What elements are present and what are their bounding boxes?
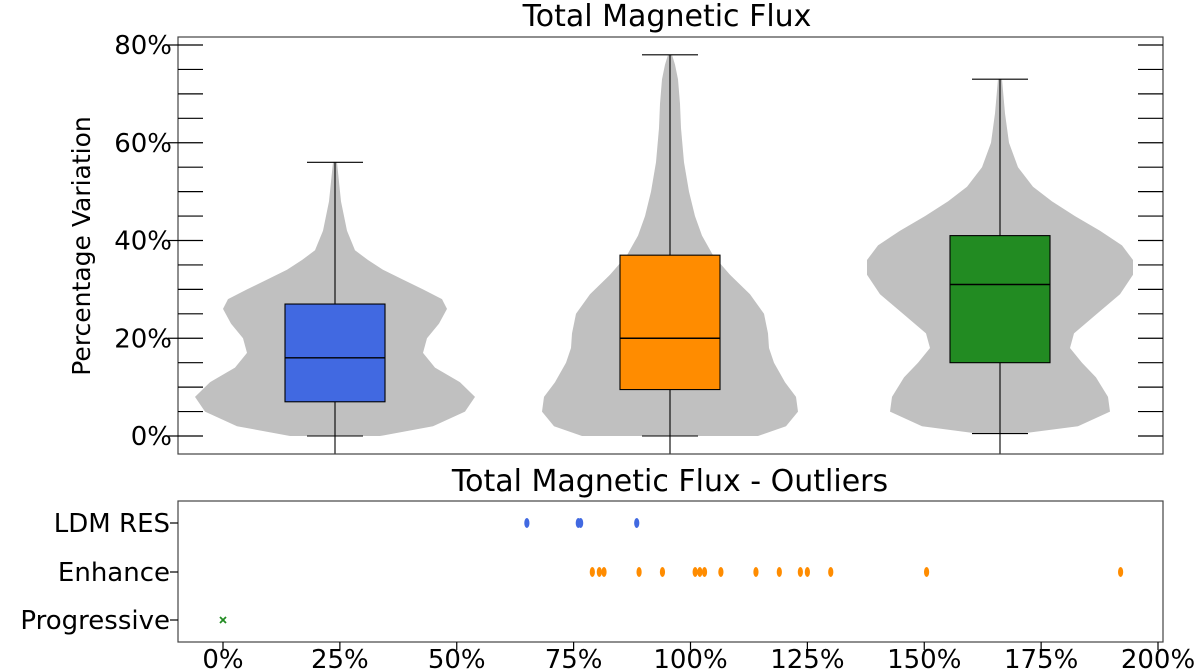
outlier-points-layer bbox=[219, 518, 1124, 624]
x-tick-label-200: 200% bbox=[1121, 645, 1195, 670]
box-group-layer bbox=[284, 54, 1051, 454]
outlier-point-progressive-0 bbox=[219, 616, 227, 624]
x-tick-label-175: 175% bbox=[1004, 645, 1078, 670]
outlier-point-enhance-2 bbox=[601, 567, 607, 577]
y-tick-label-0: 0% bbox=[131, 422, 172, 452]
violin-panel: Total Magnetic Flux Percentage Variation… bbox=[67, 0, 1164, 455]
outliers-y-ticks: LDM RES Enhance Progressive bbox=[20, 509, 178, 636]
violin-chart-title: Total Magnetic Flux bbox=[522, 0, 812, 34]
outlier-point-ldm-res-3 bbox=[634, 518, 640, 528]
outlier-point-enhance-12 bbox=[804, 567, 810, 577]
outlier-point-enhance-4 bbox=[659, 567, 666, 577]
y-tick-label-60: 60% bbox=[114, 129, 172, 159]
outliers-chart-title: Total Magnetic Flux - Outliers bbox=[451, 464, 888, 499]
outlier-point-ldm-res-2 bbox=[578, 518, 584, 528]
outliers-plot-frame bbox=[177, 500, 1164, 643]
outlier-point-enhance-1 bbox=[596, 567, 602, 577]
y-tick-label-40: 40% bbox=[114, 227, 172, 257]
x-tick-label-150: 150% bbox=[887, 645, 961, 670]
outlier-point-enhance-3 bbox=[636, 567, 642, 577]
outlier-point-enhance-9 bbox=[753, 567, 759, 577]
outlier-point-enhance-13 bbox=[828, 567, 834, 577]
x-tick-label-0: 0% bbox=[202, 645, 243, 670]
y-tick-label-20: 20% bbox=[114, 324, 172, 354]
outlier-point-enhance-5 bbox=[692, 567, 698, 577]
category-label-2: Enhance bbox=[58, 558, 170, 588]
x-tick-label-100: 100% bbox=[653, 645, 727, 670]
outlier-point-enhance-6 bbox=[697, 567, 703, 577]
outlier-point-enhance-15 bbox=[1118, 567, 1124, 577]
box-2 bbox=[619, 254, 721, 391]
outlier-point-enhance-14 bbox=[923, 567, 930, 577]
violin-y-axis-label: Percentage Variation bbox=[67, 116, 96, 376]
outliers-panel: Total Magnetic Flux - Outliers LDM RES En… bbox=[20, 464, 1195, 670]
violin-y-ticks: 0% 20% 40% 60% 80% bbox=[114, 31, 1163, 452]
violin-plot-frame bbox=[177, 36, 1164, 455]
outlier-point-enhance-7 bbox=[701, 567, 708, 577]
category-label-3: Progressive bbox=[20, 606, 170, 636]
x-tick-label-50: 50% bbox=[428, 645, 486, 670]
outlier-point-ldm-res-0 bbox=[524, 518, 530, 528]
outlier-point-enhance-8 bbox=[718, 567, 724, 577]
box-3 bbox=[949, 235, 1051, 364]
outliers-x-ticks: 0% 25% 50% 75% 100% 125% 150% 175% 200% bbox=[202, 642, 1195, 670]
outlier-point-enhance-10 bbox=[776, 567, 782, 577]
x-tick-label-75: 75% bbox=[545, 645, 603, 670]
x-tick-label-125: 125% bbox=[770, 645, 844, 670]
category-label-1: LDM RES bbox=[54, 509, 170, 539]
box-1 bbox=[284, 303, 386, 403]
outlier-point-enhance-0 bbox=[589, 567, 595, 577]
y-tick-label-80: 80% bbox=[114, 31, 172, 61]
outlier-point-enhance-11 bbox=[797, 567, 803, 577]
x-tick-label-25: 25% bbox=[311, 645, 369, 670]
